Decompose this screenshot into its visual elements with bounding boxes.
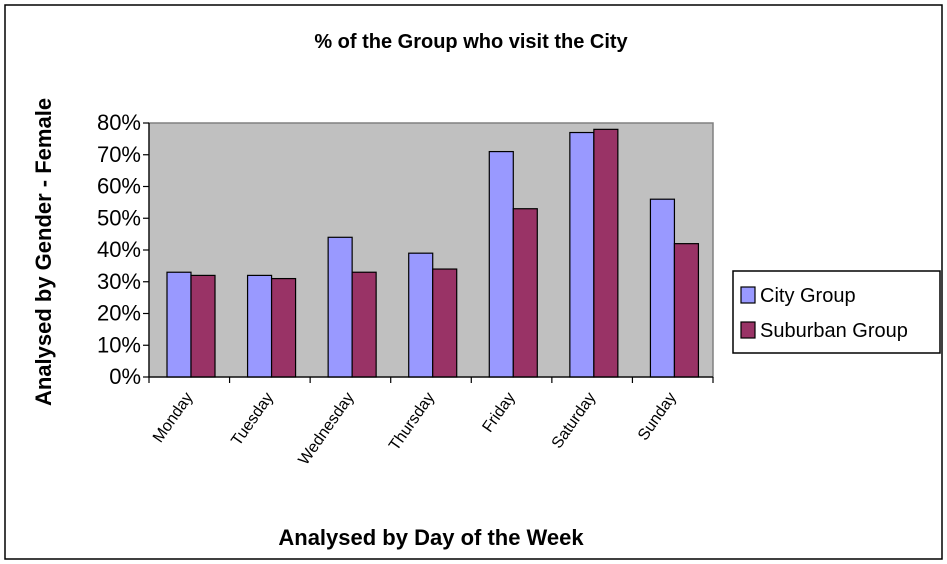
legend-box xyxy=(732,270,941,354)
bar-suburban-group-thursday xyxy=(432,268,458,378)
bar-city-group-saturday xyxy=(569,131,595,378)
y-tick-label: 20% xyxy=(97,301,141,326)
y-tick-label: 70% xyxy=(97,142,141,167)
y-axis-title: Analysed by Gender - Female xyxy=(31,98,56,406)
y-tick-labels: 0% 10% 20% 30% 40% 50% 60% 70% 80% xyxy=(97,110,141,389)
chart-title: % of the Group who visit the City xyxy=(314,31,628,53)
y-tick-label: 50% xyxy=(97,205,141,230)
y-tick-label: 0% xyxy=(109,364,141,389)
bar-suburban-group-saturday xyxy=(593,128,619,378)
bar-city-group-sunday xyxy=(649,198,676,378)
bar-suburban-group-wednesday xyxy=(351,271,377,378)
x-axis-title: Analysed by Day of the Week xyxy=(278,525,584,550)
bar-city-group-tuesday xyxy=(246,274,273,378)
legend-swatch-city-group xyxy=(740,286,756,304)
legend-swatch-suburban-group xyxy=(740,321,756,339)
bar-suburban-group-tuesday xyxy=(270,277,297,378)
bar-suburban-group-sunday xyxy=(673,243,700,378)
bar-city-group-wednesday xyxy=(327,236,353,378)
bar-city-group-friday xyxy=(488,150,514,378)
y-tick-label: 30% xyxy=(97,269,141,294)
bars-group xyxy=(166,128,700,378)
legend: City Group Suburban Group xyxy=(732,270,941,354)
bar-suburban-group-friday xyxy=(512,208,538,378)
axes-group xyxy=(143,122,714,383)
y-tick-label: 60% xyxy=(97,174,141,199)
y-tick-label: 80% xyxy=(97,110,141,135)
bar-city-group-monday xyxy=(166,271,192,378)
y-tick-label: 10% xyxy=(97,332,141,357)
legend-label-city-group: City Group xyxy=(760,285,856,307)
legend-label-suburban-group: Suburban Group xyxy=(760,320,908,342)
bar-city-group-thursday xyxy=(408,252,434,378)
y-tick-label: 40% xyxy=(97,237,141,262)
bar-suburban-group-monday xyxy=(190,274,216,378)
